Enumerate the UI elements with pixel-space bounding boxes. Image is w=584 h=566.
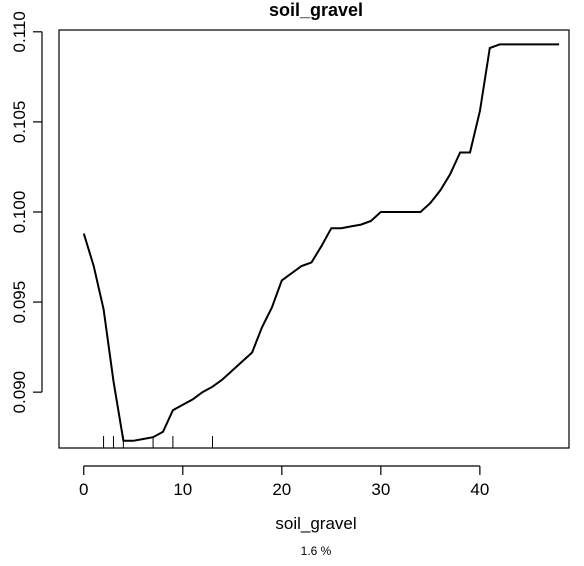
plot-frame — [58, 29, 570, 449]
series-line — [82, 43, 560, 442]
y-tick-label: 0.105 — [10, 101, 29, 144]
x-tick-label: 10 — [173, 480, 192, 499]
y-tick-label: 0.095 — [10, 281, 29, 324]
x-tick-label: 20 — [272, 480, 291, 499]
x-axis-subtitle: 1.6 % — [301, 544, 332, 558]
x-axis: 0 10 20 30 40 — [79, 465, 489, 499]
y-axis: 0.090 0.095 0.100 0.105 0.110 — [10, 11, 43, 414]
x-axis-label: soil_gravel — [275, 514, 356, 533]
rug-marks — [103, 436, 213, 448]
chart-title: soil_gravel — [269, 0, 363, 20]
x-tick-label: 40 — [470, 480, 489, 499]
x-tick-label: 0 — [79, 480, 88, 499]
y-tick-label: 0.090 — [10, 371, 29, 414]
y-tick-label: 0.100 — [10, 191, 29, 234]
x-tick-label: 30 — [371, 480, 390, 499]
y-tick-label: 0.110 — [10, 11, 29, 52]
